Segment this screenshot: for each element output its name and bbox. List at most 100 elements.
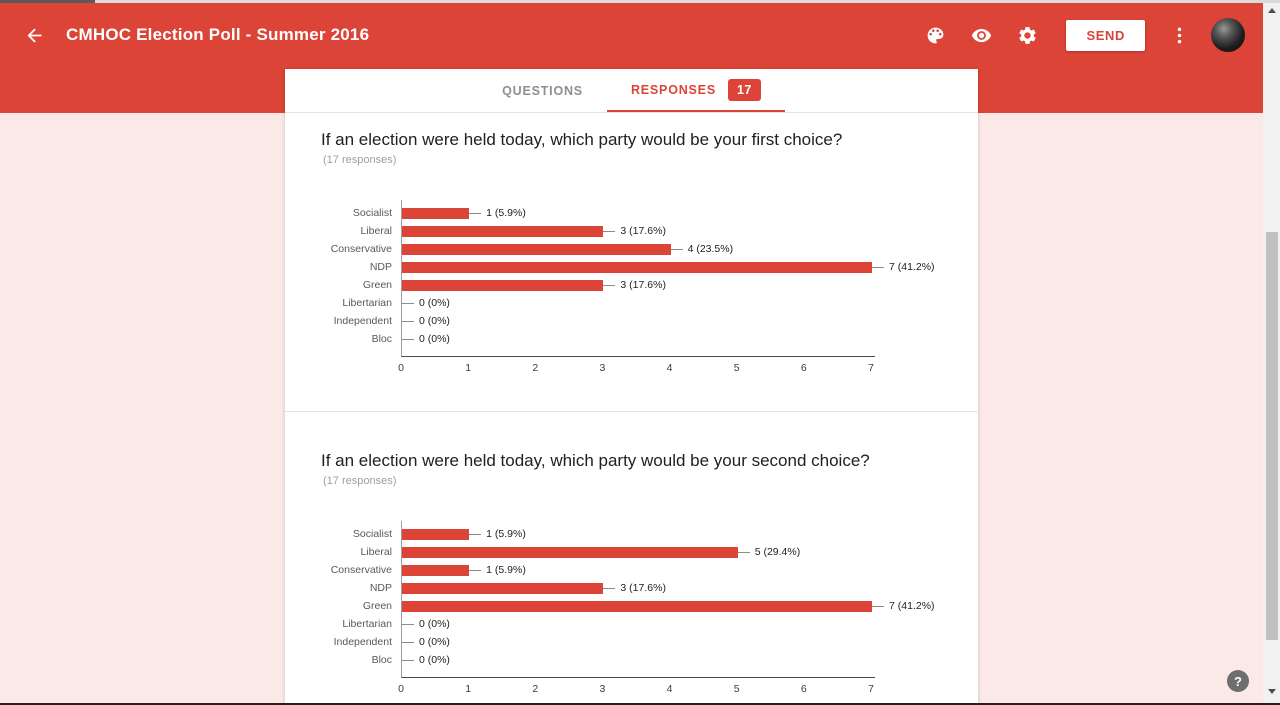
chart-category-label: Liberal bbox=[360, 225, 392, 237]
scrollbar-down-arrow[interactable] bbox=[1263, 683, 1280, 699]
bar bbox=[402, 279, 604, 291]
x-axis-tick-label: 3 bbox=[599, 683, 606, 695]
chart-bar-row: 0 (0%) bbox=[402, 651, 875, 669]
bar bbox=[402, 225, 604, 237]
bar bbox=[402, 528, 470, 540]
bar-value-label: 4 (23.5%) bbox=[687, 243, 734, 255]
bar-label-dash bbox=[402, 641, 414, 643]
chart-bar-row: 7 (41.2%) bbox=[402, 597, 935, 615]
chart-plot-area: 1 (5.9%) 3 (17.6%) 4 (23.5%) 7 (41.2%) 3 (17… bbox=[401, 200, 935, 357]
chart-category-labels: Socialist Liberal Conservative NDP Green Libe… bbox=[321, 521, 401, 678]
bar-label-dash bbox=[872, 605, 884, 607]
tabbar: QUESTIONS RESPONSES 17 bbox=[285, 69, 978, 113]
bar-label-dash bbox=[603, 230, 616, 232]
x-axis-tick-label: 2 bbox=[532, 362, 539, 374]
bar-label-dash bbox=[402, 338, 414, 340]
bar-value-label: 0 (0%) bbox=[419, 315, 450, 327]
avatar[interactable] bbox=[1211, 18, 1245, 52]
settings-button[interactable] bbox=[1015, 23, 1039, 47]
bar-label-dash bbox=[402, 659, 414, 661]
browser-bottom-strip bbox=[0, 703, 1280, 705]
bar-label-dash bbox=[469, 212, 482, 214]
bar-value-label: 0 (0%) bbox=[419, 333, 450, 345]
chart-category-label: Conservative bbox=[330, 243, 392, 255]
chart-category-label: Bloc bbox=[371, 654, 392, 666]
eye-icon bbox=[971, 28, 992, 42]
x-axis-tick-label: 3 bbox=[599, 362, 606, 374]
bar-label-dash bbox=[670, 248, 683, 250]
x-axis-tick-label: 5 bbox=[733, 362, 740, 374]
scrollbar-up-arrow[interactable] bbox=[1263, 2, 1280, 18]
browser-top-strip bbox=[0, 0, 1280, 3]
more-options-button[interactable] bbox=[1167, 23, 1191, 47]
responses-card: QUESTIONS RESPONSES 17 If an election we… bbox=[285, 69, 978, 703]
chart-bar-row: 7 (41.2%) bbox=[402, 258, 935, 276]
preview-button[interactable] bbox=[969, 23, 993, 47]
help-button[interactable]: ? bbox=[1227, 670, 1249, 692]
page-scrollbar[interactable] bbox=[1263, 0, 1280, 705]
bar-chart-first-choice: Socialist Liberal Conservative NDP Green Libe… bbox=[321, 200, 942, 375]
chart-bar-row: 3 (17.6%) bbox=[402, 276, 875, 294]
x-axis-tick-label: 0 bbox=[398, 362, 404, 374]
palette-icon bbox=[927, 27, 944, 43]
chart-bar-row: 1 (5.9%) bbox=[402, 204, 875, 222]
bar-label-dash bbox=[402, 302, 414, 304]
chart-category-label: Libertarian bbox=[342, 618, 392, 630]
bar-value-label: 3 (17.6%) bbox=[620, 225, 666, 237]
gear-icon bbox=[1019, 26, 1036, 44]
back-button[interactable] bbox=[22, 23, 46, 47]
chart-bar-row: 1 (5.9%) bbox=[402, 525, 875, 543]
chart-category-label: Independent bbox=[333, 636, 392, 648]
chart-category-label: Green bbox=[362, 600, 392, 612]
bar bbox=[402, 600, 872, 612]
bar-label-dash bbox=[469, 533, 482, 535]
chart-category-label: NDP bbox=[369, 261, 392, 273]
bar-value-label: 7 (41.2%) bbox=[889, 261, 935, 273]
down-triangle-icon bbox=[1267, 688, 1276, 694]
chart-category-labels: Socialist Liberal Conservative NDP Green Libe… bbox=[321, 200, 401, 357]
bar-label-dash bbox=[872, 266, 884, 268]
bar-label-dash bbox=[402, 623, 414, 625]
question-block-2: If an election were held today, which pa… bbox=[285, 412, 978, 696]
bar bbox=[402, 564, 470, 576]
bar-label-dash bbox=[603, 284, 616, 286]
form-title[interactable]: CMHOC Election Poll - Summer 2016 bbox=[66, 25, 370, 44]
chart-bar-row: 0 (0%) bbox=[402, 294, 875, 312]
tab-responses[interactable]: RESPONSES 17 bbox=[606, 69, 785, 112]
bar bbox=[402, 243, 671, 255]
chart-x-axis-ticks: 0 1 2 3 4 5 6 7 bbox=[398, 678, 875, 696]
chart-category-label: NDP bbox=[369, 582, 392, 594]
chart-bar-row: 0 (0%) bbox=[402, 312, 875, 330]
scrollbar-thumb[interactable] bbox=[1266, 232, 1278, 640]
responses-note: (17 responses) bbox=[323, 154, 397, 166]
question-title: If an election were held today, which pa… bbox=[321, 451, 870, 470]
chart-bar-row: 0 (0%) bbox=[402, 330, 875, 348]
bar-value-label: 0 (0%) bbox=[419, 618, 450, 630]
bar-label-dash bbox=[603, 587, 616, 589]
bar bbox=[402, 546, 738, 558]
x-axis-tick-label: 0 bbox=[398, 683, 404, 695]
bar-label-dash bbox=[737, 551, 750, 553]
bar-value-label: 1 (5.9%) bbox=[486, 207, 526, 219]
bar-value-label: 5 (29.4%) bbox=[754, 546, 801, 558]
bar-label-dash bbox=[469, 569, 482, 571]
x-axis-tick-label: 6 bbox=[800, 362, 807, 374]
tab-questions[interactable]: QUESTIONS bbox=[502, 83, 583, 98]
theme-palette-button[interactable] bbox=[923, 23, 947, 47]
chart-plot-area: 1 (5.9%) 5 (29.4%) 1 (5.9%) 3 (17.6%) 7 (41.… bbox=[401, 521, 935, 678]
bar-value-label: 1 (5.9%) bbox=[486, 564, 526, 576]
chart-bar-row: 0 (0%) bbox=[402, 615, 875, 633]
tab-responses-label: RESPONSES bbox=[630, 82, 716, 97]
x-axis-tick-label: 5 bbox=[733, 683, 740, 695]
bar-value-label: 1 (5.9%) bbox=[486, 528, 526, 540]
chart-bar-row: 1 (5.9%) bbox=[402, 561, 875, 579]
x-axis-tick-label: 4 bbox=[666, 362, 673, 374]
x-axis-tick-label: 7 bbox=[868, 362, 874, 374]
responses-note: (17 responses) bbox=[323, 475, 397, 487]
bar-chart-second-choice: Socialist Liberal Conservative NDP Green Libe… bbox=[321, 521, 942, 696]
chart-category-label: Socialist bbox=[352, 207, 392, 219]
bar-value-label: 3 (17.6%) bbox=[620, 279, 666, 291]
x-axis-tick-label: 1 bbox=[465, 362, 472, 374]
bar bbox=[402, 582, 604, 594]
send-button[interactable]: SEND bbox=[1066, 19, 1145, 51]
